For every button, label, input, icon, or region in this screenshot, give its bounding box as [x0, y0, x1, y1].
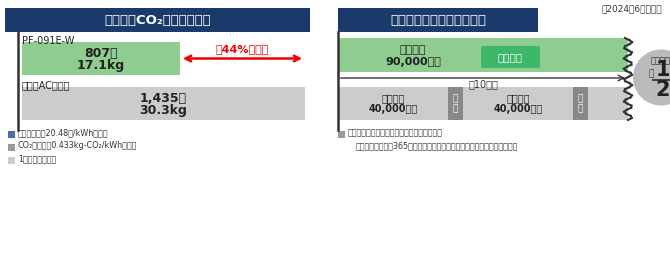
Text: （2024年6月現在）: （2024年6月現在）	[602, 4, 662, 13]
FancyBboxPatch shape	[481, 46, 540, 68]
Text: 換: 換	[578, 104, 583, 113]
Text: メンテナンスの費用・手間を削減できます。: メンテナンスの費用・手間を削減できます。	[348, 128, 443, 138]
Text: 交: 交	[453, 94, 458, 103]
Bar	[5, 8, 310, 32]
Bar	[22, 42, 180, 75]
Text: 30.3kg: 30.3kg	[139, 104, 188, 117]
Text: PF-091E-W: PF-091E-W	[22, 36, 74, 46]
Bar	[8, 144, 15, 151]
Text: 1,435円: 1,435円	[140, 92, 187, 105]
Text: 絀10年間: 絀10年間	[468, 79, 498, 89]
Text: 交: 交	[578, 94, 583, 103]
Text: 期待寸命: 期待寸命	[381, 94, 405, 103]
Text: 電気代・CO₂排出量の比較: 電気代・CO₂排出量の比較	[104, 14, 211, 27]
Text: 90,000時間: 90,000時間	[385, 57, 441, 67]
Text: 条件：連続運転（365日）した場合。省エネ効果、期待寸命は一例です。: 条件：連続運転（365日）した場合。省エネ効果、期待寸命は一例です。	[356, 141, 519, 151]
Text: 換: 換	[453, 104, 458, 113]
Bar	[338, 8, 538, 32]
Text: 807円: 807円	[84, 47, 118, 60]
Text: 電気代は単価20.48円/kWhで計算: 電気代は単価20.48円/kWhで計算	[18, 128, 109, 138]
Text: 17.1kg: 17.1kg	[77, 59, 125, 72]
Text: 1: 1	[656, 60, 670, 80]
Text: 交換不要: 交換不要	[498, 52, 523, 62]
Text: 40,000時間: 40,000時間	[369, 105, 417, 114]
Text: CO₂排出量は0.433kg-CO₂/kWhで計算: CO₂排出量は0.433kg-CO₂/kWhで計算	[18, 141, 137, 151]
Text: 40,000時間: 40,000時間	[493, 105, 543, 114]
Text: 1年間の値です。: 1年間の値です。	[18, 154, 56, 164]
Bar	[8, 157, 15, 164]
Bar	[8, 131, 15, 138]
Text: 絀44%カット: 絀44%カット	[216, 44, 269, 55]
Bar	[338, 131, 345, 138]
Text: メンテナンスコストの比較: メンテナンスコストの比較	[390, 14, 486, 27]
Text: 期待寸命: 期待寸命	[400, 45, 426, 55]
Text: 交換頼度: 交換頼度	[651, 56, 670, 65]
Bar	[22, 87, 305, 120]
Bar	[338, 87, 628, 120]
Text: 約: 約	[649, 69, 654, 78]
Bar	[573, 87, 588, 120]
Bar	[448, 87, 463, 120]
Circle shape	[633, 49, 670, 106]
Text: 従来のACファン: 従来のACファン	[22, 80, 70, 90]
Text: 2: 2	[656, 81, 670, 101]
Bar	[338, 38, 628, 72]
Text: 期待寸命: 期待寸命	[507, 94, 530, 103]
